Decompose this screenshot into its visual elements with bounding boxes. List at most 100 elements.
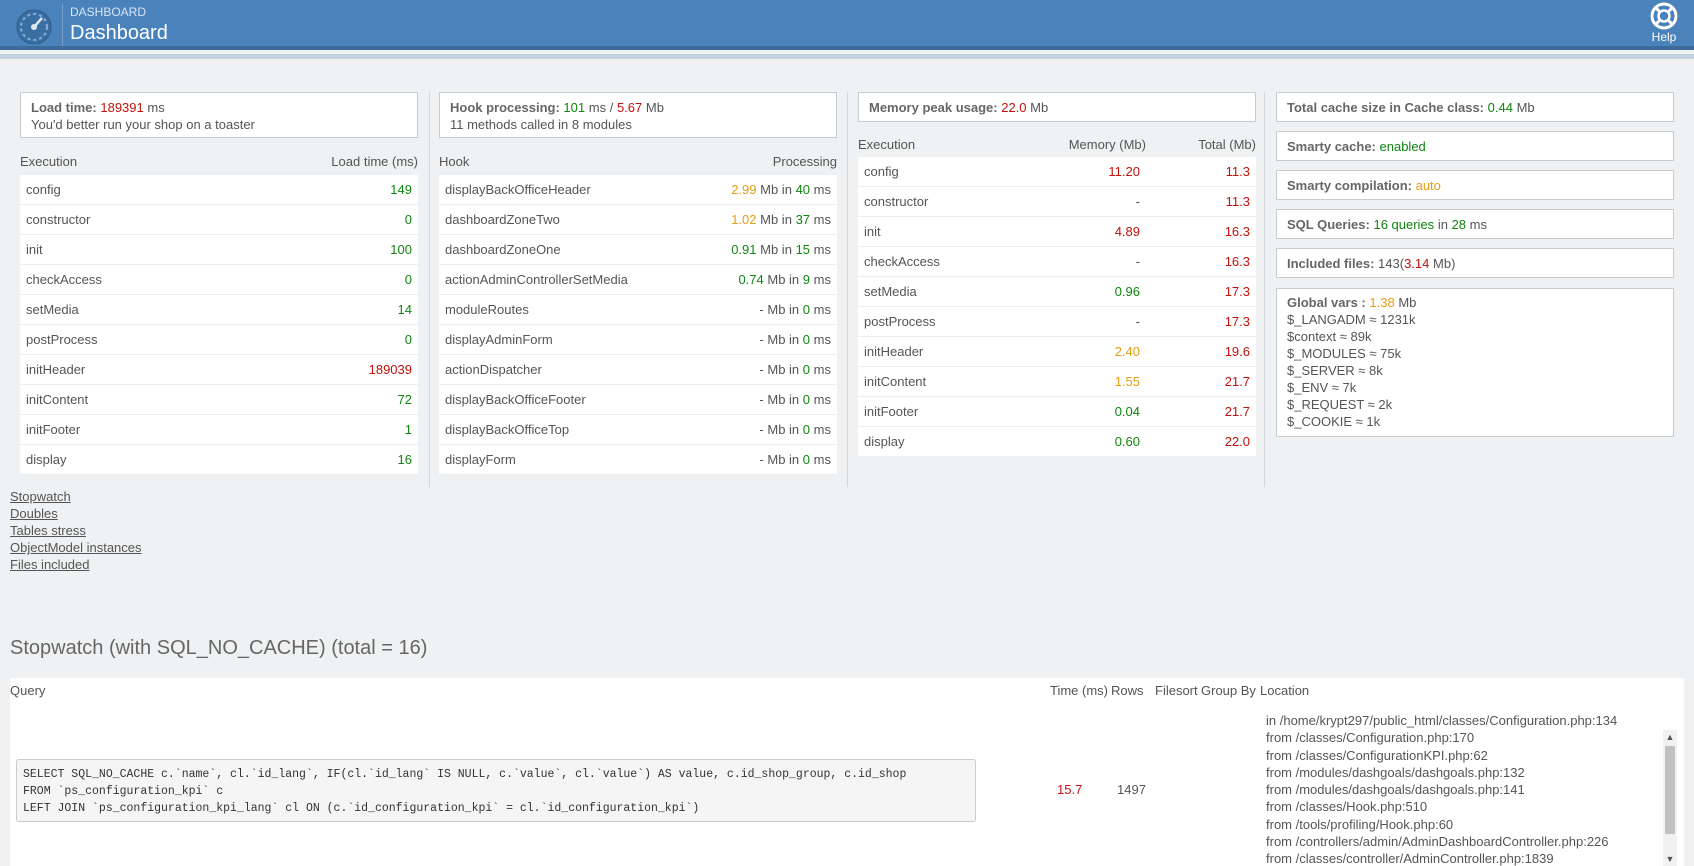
table-row: actionDispatcher - Mb in 0 ms: [439, 355, 837, 385]
table-row: actionAdminControllerSetMedia 0.74 Mb in …: [439, 265, 837, 295]
column-header-memory: Memory (Mb): [1068, 137, 1146, 152]
column-header-filesort: Filesort: [1155, 683, 1198, 698]
link-tables-stress[interactable]: Tables stress: [10, 523, 86, 538]
hook-mb-word: Mb in: [760, 242, 792, 257]
memory-values: 0.04 21.7: [1050, 397, 1250, 426]
global-var-item: $_LANGADM ≈ 1231k: [1287, 312, 1416, 327]
table-row: postProcess 0: [20, 325, 418, 355]
hook-mb-word: Mb in: [767, 362, 800, 377]
table-row: dashboardZoneOne 0.91 Mb in 15 ms: [439, 235, 837, 265]
hook-name: displayBackOfficeFooter: [445, 392, 586, 407]
link-files-included[interactable]: Files included: [10, 557, 90, 572]
hook-name: displayAdminForm: [445, 332, 553, 347]
global-var-item: $_MODULES ≈ 75k: [1287, 346, 1402, 361]
breadcrumb[interactable]: DASHBOARD: [70, 5, 147, 19]
total-value: 11.3: [1225, 164, 1250, 179]
hook-mb-word: Mb in: [767, 332, 800, 347]
sql-queries-unit: ms: [1469, 217, 1487, 232]
column-header-execution: Execution: [20, 154, 78, 169]
cache-size-label: Total cache size in Cache class:: [1287, 100, 1485, 115]
hook-name: dashboardZoneTwo: [445, 212, 560, 227]
hook-processing: - Mb in 0 ms: [759, 445, 831, 474]
column-header-time: Time (ms): [1050, 683, 1109, 698]
table-header: Execution Memory (Mb) Total (Mb): [858, 132, 1256, 157]
column-header-execution: Execution: [858, 137, 916, 152]
memory-value: -: [1135, 254, 1140, 269]
column-header-query: Query: [10, 683, 46, 698]
execution-name: initContent: [26, 392, 89, 407]
hook-name: actionAdminControllerSetMedia: [445, 272, 628, 287]
column-header-load-time: Load time (ms): [331, 154, 418, 169]
location-scrollbar[interactable]: ▲ ▼: [1663, 730, 1677, 866]
included-files-count: 143: [1378, 256, 1400, 271]
link-doubles[interactable]: Doubles: [10, 506, 58, 521]
sql-query-block[interactable]: SELECT SQL_NO_CACHE c.`name`, cl.`id_lan…: [16, 759, 976, 822]
hook-processing-note: 11 methods called in 8 modules: [450, 117, 632, 132]
help-label: Help: [1651, 30, 1677, 44]
memory-value: 0.04: [1114, 404, 1140, 419]
execution-name: postProcess: [26, 332, 98, 347]
memory-values: - 16.3: [1050, 247, 1250, 276]
location-line: from /modules/dashgoals/dashgoals.php:14…: [1266, 782, 1525, 798]
memory-table: Execution Memory (Mb) Total (Mb) config 11…: [858, 132, 1256, 457]
memory-value: 11.20: [1108, 164, 1140, 179]
smarty-cache-label: Smarty cache:: [1287, 139, 1376, 154]
global-var-item: $context ≈ 89k: [1287, 329, 1372, 344]
scroll-up-arrow-icon[interactable]: ▲: [1665, 732, 1675, 742]
hook-mb-word: Mb in: [767, 452, 800, 467]
lifebuoy-icon: [1650, 2, 1678, 30]
hook-ms-word: ms: [813, 452, 831, 467]
help-button[interactable]: Help: [1646, 2, 1682, 44]
global-var-item: $_REQUEST ≈ 2k: [1287, 397, 1393, 412]
cache-size-value: 0.44: [1487, 100, 1513, 115]
hook-ms-word: ms: [813, 422, 831, 437]
execution-name: config: [864, 164, 899, 179]
smarty-compilation-value: auto: [1415, 178, 1441, 193]
hook-table: Hook Processing displayBackOfficeHeader 2…: [439, 149, 837, 475]
load-time-value: 0: [404, 212, 412, 227]
smarty-compilation-label: Smarty compilation:: [1287, 178, 1412, 193]
execution-name: init: [26, 242, 43, 257]
total-value: 19.6: [1224, 344, 1250, 359]
query-time-value: 15.7: [1057, 782, 1083, 797]
scroll-down-arrow-icon[interactable]: ▼: [1665, 854, 1675, 864]
dashboard-gauge-icon: [16, 9, 52, 44]
hook-mb-word: Mb in: [767, 392, 800, 407]
included-files-open: (: [1399, 256, 1405, 271]
load-time-value: 0: [404, 272, 412, 287]
memory-values: 11.20 11.3: [1050, 157, 1250, 186]
execution-name: initFooter: [864, 404, 919, 419]
hook-ms-word: ms: [813, 242, 831, 257]
hook-name: displayBackOfficeTop: [445, 422, 570, 437]
scrollbar-thumb[interactable]: [1665, 746, 1675, 834]
header-separator: [62, 4, 63, 46]
link-stopwatch[interactable]: Stopwatch: [10, 489, 71, 504]
location-line: from /classes/ConfigurationKPI.php:62: [1266, 747, 1488, 763]
total-value: 16.3: [1224, 254, 1250, 269]
execution-name: initFooter: [26, 422, 81, 437]
hook-mb-word: Mb in: [760, 182, 792, 197]
table-row: constructor 0: [20, 205, 418, 235]
location-line: from /modules/dashgoals/dashgoals.php:13…: [1266, 764, 1525, 780]
location-line: from /classes/controller/AdminController…: [1266, 851, 1554, 866]
hook-ms-value: 0: [802, 332, 811, 347]
load-time-box: Load time: 189391 ms You'd better run yo…: [20, 92, 418, 138]
hook-processing-ms: 101: [563, 100, 586, 115]
table-row: dashboardZoneTwo 1.02 Mb in 37 ms: [439, 205, 837, 235]
hook-processing: - Mb in 0 ms: [759, 325, 831, 354]
column-header-rows: Rows: [1111, 683, 1144, 698]
hook-processing: 2.99 Mb in 40 ms: [731, 175, 831, 204]
table-row: initFooter 0.04 21.7: [858, 397, 1256, 427]
hook-ms-value: 15: [795, 242, 811, 257]
link-objectmodel-instances[interactable]: ObjectModel instances: [10, 540, 142, 555]
section-links: Stopwatch Doubles Tables stress ObjectMo…: [10, 488, 142, 573]
memory-value: 0.60: [1114, 434, 1140, 449]
smarty-cache-value: enabled: [1379, 139, 1426, 154]
execution-name: display: [864, 434, 905, 449]
total-value: 16.3: [1224, 224, 1250, 239]
table-row: setMedia 14: [20, 295, 418, 325]
table-row: postProcess - 17.3: [858, 307, 1256, 337]
table-row: init 100: [20, 235, 418, 265]
global-var-item: $_COOKIE ≈ 1k: [1287, 414, 1381, 429]
hook-ms-word: ms: [813, 362, 831, 377]
